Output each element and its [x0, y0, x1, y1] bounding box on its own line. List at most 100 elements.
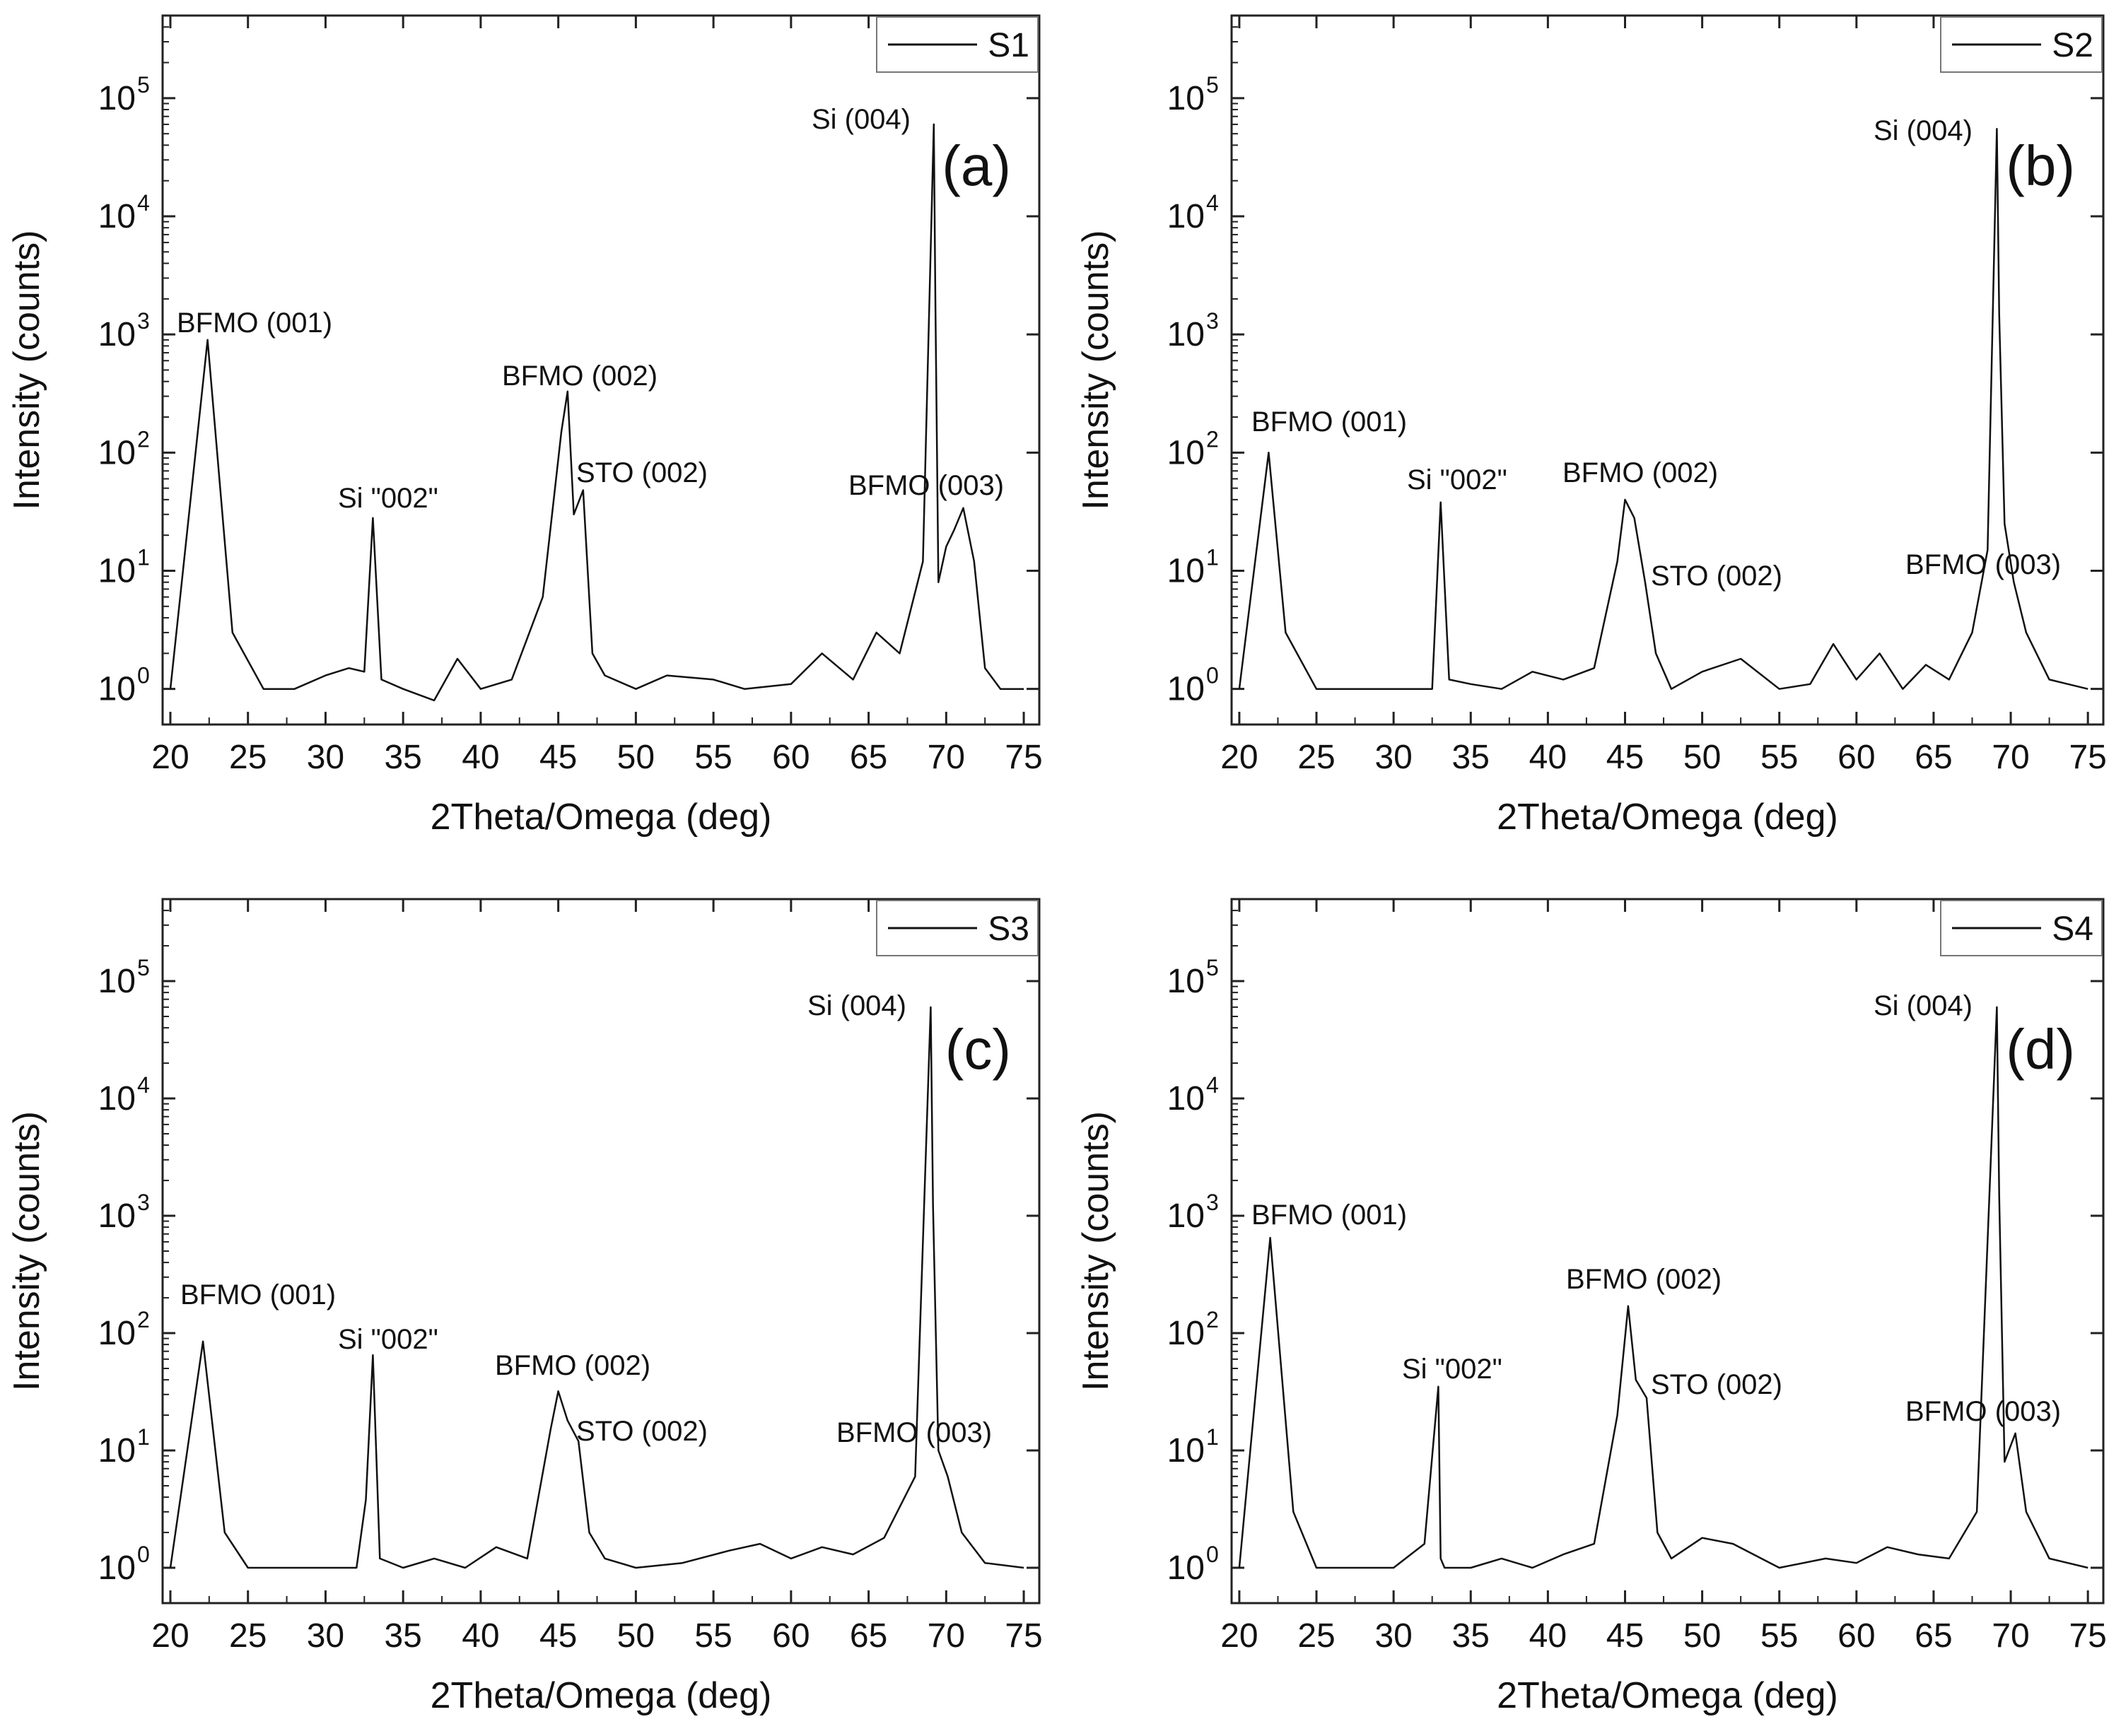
x-tick-label: 60 [772, 1617, 810, 1655]
x-tick-label: 40 [462, 739, 499, 776]
y-tick-label: 10 [1167, 1080, 1205, 1118]
x-tick-label: 55 [694, 739, 732, 776]
bfmo-001-label: BFMO (001) [1251, 406, 1407, 438]
x-tick-label: 30 [1374, 739, 1412, 776]
x-tick-label: 40 [1529, 739, 1567, 776]
x-tick-label: 30 [307, 739, 344, 776]
x-tick-label: 20 [1220, 739, 1258, 776]
y-tick-exponent: 1 [137, 1424, 150, 1450]
y-tick-exponent: 0 [1206, 663, 1219, 688]
si-002-label: Si "002" [1407, 464, 1507, 495]
x-tick-label: 45 [539, 1617, 577, 1655]
y-tick-exponent: 2 [1206, 1307, 1219, 1332]
x-tick-label: 55 [1760, 739, 1798, 776]
x-tick-label: 50 [1683, 739, 1721, 776]
y-tick-label: 10 [98, 671, 136, 708]
si-002-label: Si "002" [1402, 1354, 1502, 1385]
panel-tag-a: (a) [942, 134, 1011, 197]
x-axis-title: 2Theta/Omega (deg) [431, 797, 772, 838]
y-tick-exponent: 1 [137, 545, 150, 570]
sto-002-label: STO (002) [1651, 1369, 1782, 1400]
x-tick-label: 50 [1683, 1617, 1721, 1655]
y-tick-label: 10 [98, 1549, 136, 1587]
y-tick-exponent: 3 [1206, 308, 1219, 334]
y-tick-label: 10 [1167, 1197, 1205, 1235]
y-tick-label: 10 [1167, 434, 1205, 471]
legend-label: S4 [2052, 910, 2093, 948]
x-tick-label: 65 [1915, 739, 1952, 776]
panel-tag-c: (c) [945, 1018, 1011, 1081]
x-tick-label: 50 [617, 1617, 655, 1655]
si-002-label: Si "002" [338, 1324, 438, 1355]
bfmo-002-label: BFMO (002) [1562, 457, 1718, 488]
bfmo-003-label: BFMO (003) [1905, 549, 2061, 580]
y-tick-label: 10 [1167, 1432, 1205, 1470]
y-tick-exponent: 5 [1206, 955, 1219, 980]
x-tick-label: 40 [462, 1617, 499, 1655]
x-tick-label: 60 [1837, 1617, 1875, 1655]
y-axis-title: Intensity (counts) [1075, 230, 1116, 510]
sto-002-label: STO (002) [576, 1416, 708, 1447]
y-tick-exponent: 0 [137, 1542, 150, 1567]
legend-label: S2 [2052, 27, 2093, 64]
si-004-label: Si (004) [1874, 115, 1973, 146]
x-tick-label: 75 [2069, 1617, 2106, 1655]
si-004-label: Si (004) [1874, 990, 1973, 1021]
y-tick-exponent: 4 [1206, 1072, 1219, 1098]
x-tick-label: 35 [1452, 739, 1490, 776]
bfmo-002-label: BFMO (002) [502, 360, 658, 392]
y-tick-exponent: 5 [1206, 72, 1219, 98]
x-tick-label: 70 [1992, 739, 2029, 776]
x-axis-title: 2Theta/Omega (deg) [1497, 1675, 1838, 1716]
bfmo-003-label: BFMO (003) [1905, 1396, 2061, 1427]
x-tick-label: 35 [384, 1617, 421, 1655]
y-tick-label: 10 [98, 1080, 136, 1118]
y-tick-exponent: 1 [1206, 1424, 1219, 1450]
bfmo-003-label: BFMO (003) [848, 470, 1004, 501]
y-axis-title: Intensity (counts) [6, 230, 47, 510]
y-tick-exponent: 4 [137, 190, 150, 216]
x-tick-label: 75 [1005, 739, 1042, 776]
x-tick-label: 65 [850, 739, 887, 776]
y-tick-exponent: 4 [137, 1072, 150, 1098]
x-tick-label: 65 [1915, 1617, 1952, 1655]
x-tick-label: 60 [1837, 739, 1875, 776]
y-tick-exponent: 0 [137, 663, 150, 688]
y-tick-label: 10 [98, 1432, 136, 1470]
x-axis-title: 2Theta/Omega (deg) [1497, 797, 1838, 838]
x-tick-label: 45 [1606, 739, 1644, 776]
bfmo-002-label: BFMO (002) [495, 1350, 650, 1381]
x-tick-label: 20 [151, 739, 189, 776]
x-tick-label: 75 [2069, 739, 2106, 776]
x-tick-label: 25 [1297, 739, 1335, 776]
y-tick-label: 10 [1167, 198, 1205, 235]
x-axis-title: 2Theta/Omega (deg) [431, 1675, 772, 1716]
bfmo-001-label: BFMO (001) [1251, 1200, 1407, 1231]
y-tick-label: 10 [98, 80, 136, 117]
y-tick-exponent: 3 [137, 1190, 150, 1215]
x-tick-label: 70 [1992, 1617, 2029, 1655]
y-tick-label: 10 [98, 963, 136, 1000]
y-tick-label: 10 [98, 1197, 136, 1235]
y-tick-label: 10 [98, 316, 136, 353]
x-tick-label: 30 [1374, 1617, 1412, 1655]
panel-tag-b: (b) [2006, 134, 2075, 197]
x-tick-label: 30 [307, 1617, 344, 1655]
bfmo-001-label: BFMO (001) [177, 307, 332, 339]
x-tick-label: 35 [1452, 1617, 1490, 1655]
x-tick-label: 20 [1220, 1617, 1258, 1655]
y-tick-exponent: 2 [1206, 426, 1219, 452]
y-tick-exponent: 3 [137, 308, 150, 334]
sto-002-label: STO (002) [1651, 561, 1782, 592]
legend-label: S3 [988, 910, 1029, 948]
x-tick-label: 40 [1529, 1617, 1567, 1655]
y-tick-label: 10 [1167, 1315, 1205, 1352]
x-tick-label: 45 [539, 739, 577, 776]
y-tick-exponent: 2 [137, 426, 150, 452]
y-tick-exponent: 5 [137, 72, 150, 98]
series-line-S2 [1238, 127, 2088, 690]
